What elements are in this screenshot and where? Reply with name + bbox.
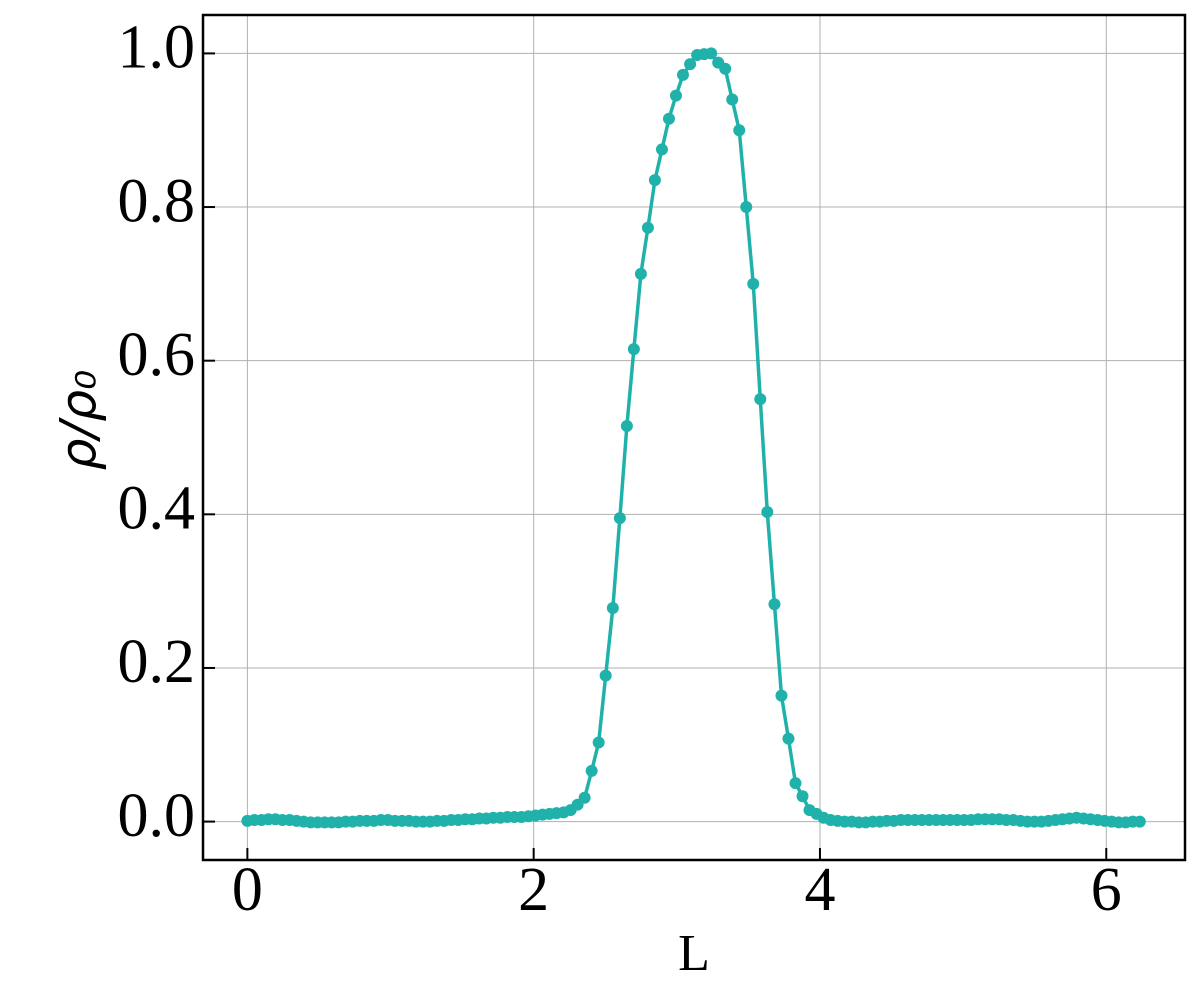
data-point (747, 277, 760, 290)
data-point (627, 343, 640, 356)
x-tick-label: 2 (518, 856, 549, 924)
data-point (1133, 815, 1146, 828)
data-point (648, 174, 661, 187)
x-axis-label: L (678, 925, 710, 982)
data-point (585, 764, 598, 777)
data-point (676, 68, 689, 81)
x-tick-label: 6 (1091, 856, 1122, 924)
data-point (796, 790, 809, 803)
y-tick-label: 0.4 (118, 475, 196, 543)
x-tick-label: 0 (232, 856, 263, 924)
y-tick-label: 1.0 (118, 14, 196, 82)
data-point (754, 393, 767, 406)
y-axis-label: ρ/ρ₀ (50, 370, 108, 470)
plot-frame (201, 13, 1187, 862)
data-point (578, 791, 591, 804)
data-point (613, 512, 626, 525)
data-point (733, 124, 746, 137)
y-tick-label: 0.2 (118, 628, 196, 696)
data-point (740, 201, 753, 214)
y-tick-label: 0.8 (118, 167, 196, 235)
data-point (761, 506, 774, 519)
data-point (775, 689, 788, 702)
data-point (726, 93, 739, 106)
data-point (592, 736, 605, 749)
y-tick-label: 0.0 (118, 782, 196, 850)
data-point (684, 58, 697, 71)
data-point (782, 732, 795, 745)
data-point (620, 419, 633, 432)
data-point (768, 598, 781, 611)
data-point (655, 143, 668, 156)
data-point (634, 267, 647, 280)
data-point (606, 602, 619, 615)
data-point (662, 112, 675, 125)
x-tick-label: 4 (804, 856, 835, 924)
data-point (789, 777, 802, 790)
data-point (669, 89, 682, 102)
data-point (599, 669, 612, 682)
data-point (705, 47, 718, 60)
data-point (641, 221, 654, 234)
y-tick-label: 0.6 (118, 321, 196, 389)
data-point (719, 62, 732, 75)
data-line (247, 51, 1140, 825)
